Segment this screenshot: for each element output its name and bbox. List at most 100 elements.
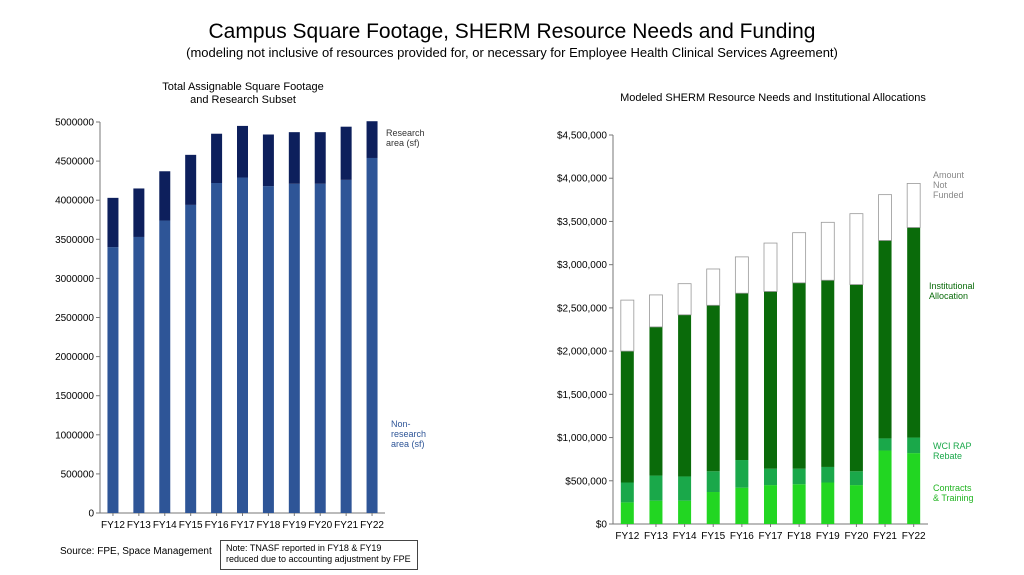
bar-segment <box>821 482 835 524</box>
bar-segment <box>735 487 749 524</box>
y-tick-label: $500,000 <box>565 476 607 487</box>
x-tick-label: FY21 <box>873 531 897 542</box>
bar-segment <box>211 133 223 183</box>
series-label: Non-research area (sf) <box>391 419 426 449</box>
bar-segment <box>211 182 223 513</box>
bar-segment <box>340 126 352 180</box>
bar-segment <box>678 500 692 524</box>
bar-segment <box>735 293 749 461</box>
y-tick-label: $3,500,000 <box>557 217 607 228</box>
bar-segment <box>620 351 634 483</box>
bar-segment <box>821 280 835 467</box>
bar-segment <box>107 247 119 513</box>
x-tick-label: FY16 <box>730 531 754 542</box>
series-label: WCI RAP Rebate <box>933 441 972 461</box>
bar-segment <box>677 283 692 316</box>
bar-segment <box>906 183 921 228</box>
x-tick-label: FY16 <box>205 520 229 531</box>
y-tick-label: $1,500,000 <box>557 390 607 401</box>
x-tick-label: FY22 <box>360 520 384 531</box>
series-label: Institutional Allocation <box>929 281 975 301</box>
x-tick-label: FY21 <box>334 520 358 531</box>
y-tick-label: $4,000,000 <box>557 174 607 185</box>
bar-segment <box>792 232 807 284</box>
bar-segment <box>763 242 778 292</box>
x-tick-label: FY17 <box>759 531 783 542</box>
bar-segment <box>262 134 274 187</box>
bar-segment <box>878 240 892 439</box>
x-tick-label: FY12 <box>615 531 639 542</box>
bar-segment <box>314 132 326 184</box>
bar-segment <box>185 204 197 513</box>
y-tick-label: $2,500,000 <box>557 303 607 314</box>
series-label: Amount Not Funded <box>933 170 965 200</box>
y-tick-label: $2,000,000 <box>557 347 607 358</box>
bar-segment <box>620 482 634 503</box>
bar-segment <box>849 284 863 472</box>
x-tick-label: FY13 <box>127 520 151 531</box>
bar-segment <box>133 188 145 237</box>
bar-segment <box>849 213 864 285</box>
x-tick-label: FY19 <box>816 531 840 542</box>
y-tick-label: 500000 <box>61 469 95 480</box>
bar-segment <box>820 221 835 281</box>
bar-segment <box>237 125 248 178</box>
bar-segment <box>649 294 663 328</box>
x-tick-label: FY18 <box>787 531 811 542</box>
bar-segment <box>878 450 892 524</box>
y-tick-label: 4500000 <box>55 157 94 168</box>
bar-segment <box>288 183 300 513</box>
x-tick-label: FY18 <box>256 520 280 531</box>
bar-segment <box>366 157 378 514</box>
series-label: Research area (sf) <box>386 128 425 148</box>
bar-segment <box>649 475 663 501</box>
x-tick-label: FY15 <box>701 531 725 542</box>
chart-title: Total Assignable Square Footage and Resea… <box>162 81 323 106</box>
bar-segment <box>133 236 145 514</box>
chart-title: Modeled SHERM Resource Needs and Institu… <box>620 92 926 104</box>
bar-segment <box>649 500 663 524</box>
bar-segment <box>620 502 634 524</box>
x-tick-label: FY13 <box>644 531 668 542</box>
y-tick-label: $1,000,000 <box>557 433 607 444</box>
bar-segment <box>792 484 806 524</box>
bar-segment <box>764 291 777 469</box>
bar-segment <box>366 121 378 158</box>
x-tick-label: FY19 <box>282 520 306 531</box>
accounting-note-box: Note: TNASF reported in FY18 & FY19 redu… <box>220 540 418 570</box>
x-tick-label: FY14 <box>153 520 177 531</box>
y-tick-label: 3500000 <box>55 235 94 246</box>
bar-segment <box>649 326 663 476</box>
bar-segment <box>849 485 863 524</box>
bar-segment <box>907 437 921 454</box>
bar-segment <box>678 314 692 477</box>
bar-segment <box>185 154 197 205</box>
x-tick-label: FY17 <box>231 520 255 531</box>
x-tick-label: FY12 <box>101 520 125 531</box>
bar-segment <box>792 468 806 485</box>
bar-segment <box>764 468 777 486</box>
bar-segment <box>849 471 863 486</box>
y-tick-label: 5000000 <box>55 118 94 129</box>
x-tick-label: FY15 <box>179 520 203 531</box>
bar-segment <box>159 171 171 221</box>
bar-segment <box>706 492 720 524</box>
bar-segment <box>706 268 721 306</box>
bar-segment <box>620 299 635 352</box>
bar-segment <box>340 179 352 514</box>
x-tick-label: FY14 <box>673 531 697 542</box>
y-tick-label: 1500000 <box>55 391 94 402</box>
bar-segment <box>821 466 835 483</box>
bar-segment <box>288 132 300 184</box>
y-tick-label: $4,500,000 <box>557 131 607 142</box>
bar-segment <box>735 460 749 488</box>
bar-segment <box>878 438 892 451</box>
bar-segment <box>107 197 119 248</box>
y-tick-label: $0 <box>596 520 608 531</box>
bar-segment <box>237 177 248 513</box>
source-note: Source: FPE, Space Management <box>60 546 212 557</box>
series-label: Contracts & Training <box>933 483 974 503</box>
bar-segment <box>764 485 777 524</box>
page-title: Campus Square Footage, SHERM Resource Ne… <box>208 20 816 43</box>
